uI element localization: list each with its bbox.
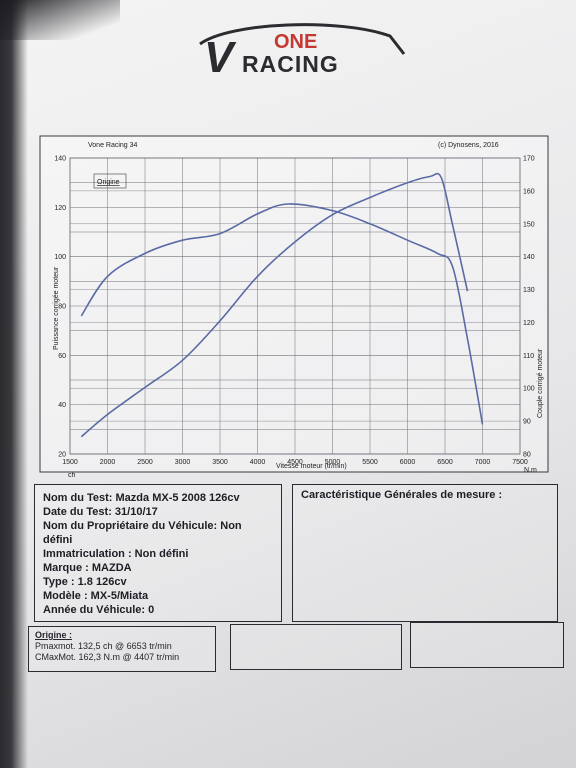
results-box-empty-1 [230,624,402,670]
vone-racing-logo: V ONE RACING [199,23,406,82]
y-left-tick-label: 80 [58,304,66,311]
y-left-label: Puissance corrigée moteur [53,266,60,350]
x-axis-label: Vitesse moteur (tr/min) [276,463,347,470]
power-curve [80,172,469,438]
x-tick-label: 5000 [325,459,341,466]
chart-header-left: Vone Racing 34 [88,142,138,149]
test-info-line: défini [43,534,73,546]
page-edge-shadow [0,0,28,768]
test-info-line: Immatriculation : Non défini [43,548,189,560]
y-right-tick-label: 160 [523,188,535,195]
y-right-label: Couple corrigé moteur [537,348,544,418]
logo-swoosh [199,23,406,55]
chart-curves [80,172,484,438]
logo-racing: RACING [242,51,339,77]
y-right-tick-label: 170 [523,156,535,163]
y-right-tick-label: 110 [523,353,534,360]
results-label: Origine : [35,630,73,640]
y-left-tick-label: 120 [54,205,66,212]
y-left-tick-label: 20 [58,452,66,459]
y-right-tick-label: 150 [523,221,535,228]
x-unit-left: ch [68,472,76,477]
x-unit-right: N.m [524,467,537,474]
chart-grid [69,157,521,455]
x-tick-label: 3000 [175,459,191,466]
results-cmax: CMaxMot. 162,3 N.m @ 4407 tr/min [35,652,180,662]
legend-label: Origine [97,179,120,186]
y-left-tick-label: 40 [58,402,66,409]
y-right-tick-label: 120 [523,320,535,327]
x-tick-label: 2500 [137,459,153,466]
chart-frame [39,135,549,473]
y-right-tick-label: 90 [523,419,531,426]
x-tick-label: 1500 [62,459,78,466]
x-tick-label: 7000 [475,459,491,466]
chart-header-right: (c) Dynosens, 2016 [438,142,499,149]
results-box-empty-2 [410,622,564,668]
y-right-tick-label: 130 [523,287,535,294]
y-right-tick-label: 80 [523,452,531,459]
measure-title: Caractéristique Générales de mesure : [301,489,503,501]
legend-box [93,173,127,189]
y-left-tick-label: 140 [54,156,66,163]
x-tick-label: 4000 [250,459,266,466]
test-info-lines: Nom du Test: Mazda MX-5 2008 126cv Date d… [35,485,281,623]
test-info-line: Année du Véhicule: 0 [43,604,155,616]
chart-ticks: 1500 2000 2500 3000 3500 4000 4500 5000 5500 6000… [54,156,534,467]
x-tick-label: 5500 [362,459,378,466]
test-info-line: Modèle : MX-5/Miata [43,590,149,602]
torque-curve [80,203,484,425]
test-info-box: Nom du Test: Mazda MX-5 2008 126cv Date d… [34,484,282,622]
test-info-line: Date du Test: 31/10/17 [43,506,158,518]
dyno-chart: Vone Racing 34 (c) Dynosens, 2016 1500 20… [39,135,549,477]
logo-one: ONE [274,31,317,53]
logo-v: V [204,33,237,82]
test-info-line: Type : 1.8 126cv [43,576,127,588]
y-right-tick-label: 140 [523,254,535,261]
test-info-line: Nom du Propriétaire du Véhicule: Non [43,520,242,532]
x-tick-label: 4500 [287,459,303,466]
x-tick-label: 7500 [512,459,528,466]
test-info-line: Nom du Test: Mazda MX-5 2008 126cv [43,492,240,504]
test-info-line: Marque : MAZDA [43,562,132,574]
x-tick-label: 6500 [437,459,453,466]
x-tick-label: 2000 [100,459,116,466]
y-left-tick-label: 60 [58,353,66,360]
y-left-tick-label: 100 [54,254,66,261]
x-tick-label: 3500 [212,459,228,466]
y-right-tick-label: 100 [523,386,535,393]
results-pmax: Pmaxmot. 132,5 ch @ 6653 tr/min [35,641,172,651]
x-tick-label: 6000 [400,459,416,466]
measure-box: Caractéristique Générales de mesure : [292,484,558,622]
page-corner-shadow [0,0,120,40]
results-box: Origine : Pmaxmot. 132,5 ch @ 6653 tr/mi… [28,626,216,672]
